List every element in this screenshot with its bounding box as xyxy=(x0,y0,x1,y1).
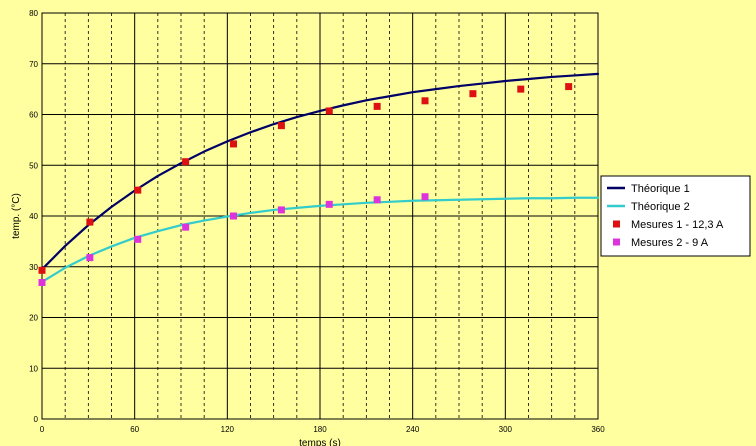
data-point xyxy=(421,97,429,105)
data-point xyxy=(325,107,333,115)
y-tick-label: 20 xyxy=(29,314,38,323)
x-tick-label: 300 xyxy=(499,425,513,434)
legend-item: Mesures 2 - 9 A xyxy=(613,237,709,249)
legend-marker-swatch xyxy=(613,220,620,228)
data-point xyxy=(277,206,285,214)
data-point xyxy=(565,83,573,91)
series-3 xyxy=(38,83,573,274)
y-tick-label: 40 xyxy=(29,212,38,221)
y-tick-label: 30 xyxy=(29,263,38,272)
legend-marker-swatch xyxy=(613,238,620,246)
x-tick-label: 360 xyxy=(591,425,605,434)
data-point xyxy=(182,158,190,166)
legend-item: Théorique 2 xyxy=(607,201,690,213)
legend-label: Mesures 2 - 9 A xyxy=(631,237,709,249)
x-tick-label: 60 xyxy=(130,425,139,434)
data-point xyxy=(230,140,238,148)
data-point xyxy=(469,90,477,98)
data-point xyxy=(421,193,429,201)
data-point xyxy=(86,218,94,226)
data-point xyxy=(38,278,46,286)
x-tick-label: 180 xyxy=(313,425,327,434)
data-point xyxy=(277,122,285,130)
data-point xyxy=(373,196,381,204)
legend-item: Théorique 1 xyxy=(607,183,690,195)
data-point xyxy=(38,266,46,274)
data-point xyxy=(230,212,238,220)
plot-frame xyxy=(41,12,599,420)
y-tick-label: 10 xyxy=(29,364,38,373)
series-layer xyxy=(38,72,600,286)
legend-label: Mesures 1 - 12,3 A xyxy=(631,219,724,231)
legend-box xyxy=(600,175,751,257)
y-tick-label: 70 xyxy=(29,60,38,69)
y-tick-label: 0 xyxy=(34,415,39,424)
data-point xyxy=(373,102,381,110)
tick-labels: 0 10 20 30 40 50 60 70 80 0 60 120 180 240 300 360 xyxy=(29,9,605,434)
y-axis-title: temp. (°C) xyxy=(11,193,22,239)
y-tick-label: 80 xyxy=(29,9,38,18)
legend: Théorique 1 Théorique 2 Mesures 1 - 12,3 A… xyxy=(600,175,751,257)
legend-label: Théorique 2 xyxy=(631,201,690,213)
y-tick-label: 60 xyxy=(29,111,38,120)
legend-label: Théorique 1 xyxy=(631,183,690,195)
x-axis-title: temps (s) xyxy=(299,438,341,446)
data-point xyxy=(134,186,142,194)
minor-grid xyxy=(64,13,576,419)
x-tick-label: 120 xyxy=(221,425,235,434)
y-tick-label: 50 xyxy=(29,161,38,170)
data-point xyxy=(517,85,525,93)
data-point xyxy=(325,200,333,208)
legend-items: Théorique 1 Théorique 2 Mesures 1 - 12,3 A… xyxy=(607,183,724,249)
series-4 xyxy=(38,193,429,286)
legend-item: Mesures 1 - 12,3 A xyxy=(613,219,724,231)
data-point xyxy=(134,235,142,243)
data-point xyxy=(86,254,94,262)
data-point xyxy=(182,223,190,231)
x-tick-label: 0 xyxy=(40,425,45,434)
x-tick-label: 240 xyxy=(406,425,420,434)
